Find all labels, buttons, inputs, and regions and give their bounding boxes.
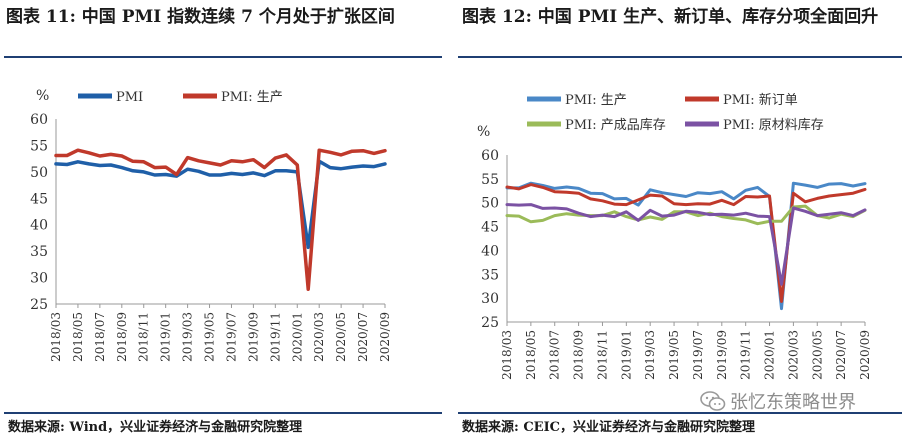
y-axis-unit: % [36, 88, 49, 104]
x-tick-label: 2019/09 [715, 330, 729, 380]
x-tick-label: 2018/09 [572, 330, 586, 380]
series-line-2 [505, 183, 867, 303]
x-tick-label: 2019/07 [691, 330, 705, 380]
x-tick-label: 2020/01 [290, 312, 304, 362]
x-tick-label: 2020/07 [834, 330, 848, 380]
x-tick-label: 2018/03 [49, 312, 63, 362]
y-tick-label: 60 [481, 148, 499, 164]
x-tick-label: 2020/05 [810, 330, 824, 380]
x-tick-label: 2020/01 [763, 330, 777, 380]
legend-label-3: PMI: 产成品库存 [565, 117, 666, 133]
y-tick-label: 40 [30, 218, 48, 234]
x-tick-label: 2018/07 [93, 312, 107, 362]
y-tick-label: 45 [30, 191, 48, 207]
x-tick-label: 2018/11 [137, 312, 151, 362]
series-line-1 [505, 181, 867, 311]
y-tick-label: 40 [481, 243, 499, 259]
x-tick-label: 2020/07 [356, 312, 370, 362]
x-tick-label: 2018/05 [71, 312, 85, 362]
series-line-4 [505, 203, 867, 286]
y-tick-label: 35 [30, 244, 48, 260]
data-source-right: 数据来源: CEIC，兴业证券经济与金融研究院整理 [462, 420, 756, 435]
x-tick-label: 2018/07 [548, 330, 562, 380]
x-tick-label: 2018/05 [524, 330, 538, 380]
watermark: 张忆东策略世界 [700, 386, 900, 416]
pmi-line-chart: 60 55 50 45 40 35 30 25% 2018/03 2018/05 2018/07 20… [30, 88, 392, 362]
x-tick-label: 2019/01 [159, 312, 173, 362]
x-tick-label: 2019/05 [203, 312, 217, 362]
y-tick-label: 50 [481, 196, 499, 212]
y-tick-label: 45 [481, 220, 499, 236]
x-tick-label: 2020/05 [334, 312, 348, 362]
legend-label-2: PMI: 生产 [221, 90, 283, 105]
x-tick-label: 2020/09 [378, 312, 392, 362]
x-tick-label: 2018/09 [115, 312, 129, 362]
series-line-1 [54, 159, 387, 250]
x-tick-label: 2019/09 [246, 312, 260, 362]
y-tick-label: 60 [30, 112, 48, 128]
x-tick-label: 2019/03 [643, 330, 657, 380]
x-tick-label: 2018/11 [595, 330, 609, 380]
x-tick-label: 2019/11 [739, 330, 753, 380]
x-tick-label: 2019/03 [181, 312, 195, 362]
x-tick-label: 2020/03 [786, 330, 800, 380]
y-tick-label: 30 [30, 271, 48, 287]
y-tick-label: 50 [30, 165, 48, 181]
wechat-icon [700, 391, 726, 411]
x-tick-label: 2020/03 [312, 312, 326, 362]
x-tick-label: 2019/07 [224, 312, 238, 362]
y-axis-unit: % [477, 124, 490, 140]
chart-title-right: 图表 12: 中国 PMI 生产、新订单、库存分项全面回升 [462, 7, 879, 27]
series-line-2 [54, 148, 387, 291]
y-tick-label: 25 [481, 315, 499, 331]
chart-title-left: 图表 11: 中国 PMI 指数连续 7 个月处于扩张区间 [6, 7, 395, 27]
x-tick-label: 2020/09 [858, 330, 872, 380]
legend-label-4: PMI: 原材料库存 [723, 117, 824, 133]
data-source-left: 数据来源: Wind，兴业证券经济与金融研究院整理 [8, 420, 303, 435]
pmi-components-line-chart: 60 55 50 45 40 35 30 25% 2018/03 2018/05 2018/07 20… [477, 92, 872, 380]
y-tick-label: 30 [481, 291, 499, 307]
legend-label-1: PMI: 生产 [565, 93, 627, 108]
y-tick-label: 55 [481, 172, 499, 188]
legend-label-1: PMI [116, 90, 143, 105]
x-tick-label: 2018/03 [500, 330, 514, 380]
x-tick-label: 2019/01 [619, 330, 633, 380]
title-rule-left [4, 56, 442, 58]
y-tick-label: 25 [30, 297, 48, 313]
source-rule-right [458, 412, 902, 414]
y-tick-label: 35 [481, 267, 499, 283]
title-rule-right [458, 56, 902, 58]
y-tick-label: 55 [30, 138, 48, 154]
legend-label-2: PMI: 新订单 [723, 92, 798, 108]
watermark-text: 张忆东策略世界 [730, 392, 856, 413]
x-tick-label: 2019/11 [268, 312, 282, 362]
x-tick-label: 2019/05 [667, 330, 681, 380]
source-rule-left [4, 412, 442, 414]
